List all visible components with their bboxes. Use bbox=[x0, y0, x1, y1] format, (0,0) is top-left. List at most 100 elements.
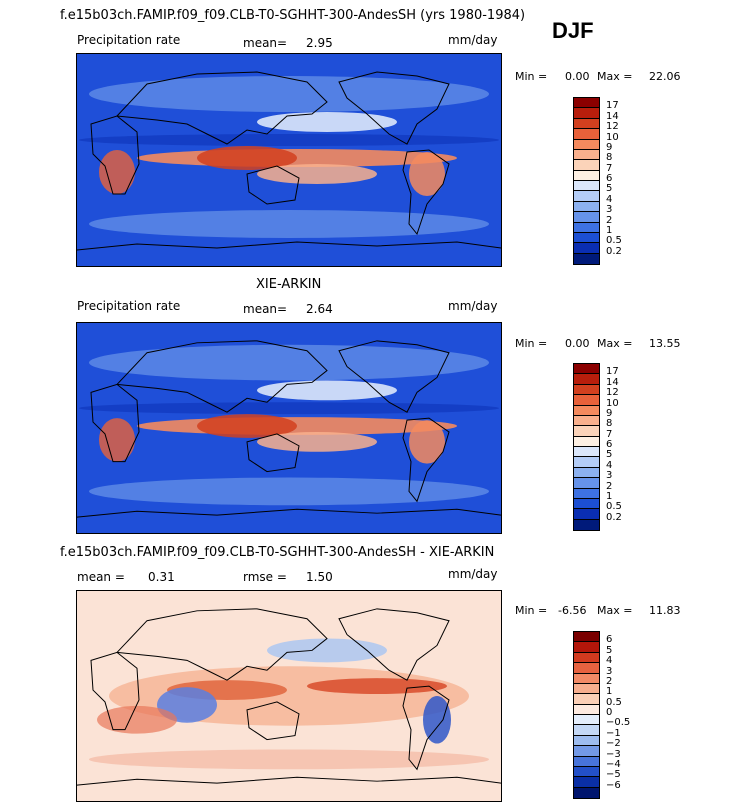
coastline-north-america bbox=[338, 340, 450, 413]
colorbar-tick-label: 14 bbox=[606, 110, 619, 122]
colorbar-tick-label: 3 bbox=[606, 204, 613, 216]
coastline-africa bbox=[90, 651, 140, 731]
field-subtropical-dry bbox=[79, 402, 499, 415]
colorbar-tick-label: −2 bbox=[606, 738, 621, 750]
colorbar-tick-label: 6 bbox=[606, 173, 613, 184]
colorbar-swatch bbox=[574, 642, 599, 653]
colorbar-tick-label: 7 bbox=[606, 428, 613, 440]
panel3-rmse-label: rmse = bbox=[243, 570, 287, 584]
panel1-min-label: Min = bbox=[515, 70, 548, 83]
colorbar-swatch bbox=[574, 725, 599, 736]
colorbar-swatch bbox=[574, 191, 599, 202]
colorbar-swatch bbox=[574, 181, 599, 192]
colorbar-swatch bbox=[574, 201, 599, 213]
colorbar-swatch bbox=[574, 715, 599, 726]
colorbar-swatch bbox=[574, 170, 599, 181]
colorbar-swatch bbox=[574, 108, 599, 119]
colorbar-tick-label: 3 bbox=[606, 470, 613, 482]
field-south-storm-track bbox=[89, 477, 489, 506]
colorbar-tick-label: 10 bbox=[606, 131, 619, 143]
colorbar-swatch bbox=[574, 384, 599, 396]
colorbar-tick-label: 0.2 bbox=[606, 511, 622, 523]
colorbar-swatch bbox=[574, 488, 599, 499]
panel2-variable: Precipitation rate bbox=[77, 299, 181, 313]
colorbar-tick-label: 14 bbox=[606, 376, 619, 388]
figure-title: f.e15b03ch.FAMIP.f09_f09.CLB-T0-SGHHT-30… bbox=[60, 8, 526, 23]
panel2-mean-label: mean= bbox=[243, 302, 288, 316]
colorbar-swatch bbox=[574, 756, 599, 767]
colorbar-swatch bbox=[574, 98, 599, 109]
field-spcz bbox=[257, 431, 377, 452]
coastline-eurasia bbox=[115, 340, 328, 413]
colorbar-tick-label: 6 bbox=[606, 439, 613, 450]
coastline-north-america bbox=[338, 608, 450, 681]
panel2-max-label: Max = bbox=[597, 337, 633, 350]
field-north-pacific-dry bbox=[267, 638, 387, 663]
field-warm-pool bbox=[197, 146, 297, 170]
colorbar-swatch bbox=[574, 253, 599, 264]
panel1-map bbox=[76, 53, 502, 267]
colorbar-tick-label: −0.5 bbox=[606, 717, 631, 729]
coastline-south-america bbox=[402, 417, 450, 503]
colorbar-tick-label: 6 bbox=[606, 634, 613, 646]
panel1-max-value: 22.06 bbox=[649, 70, 681, 83]
field-north-storm-track bbox=[89, 76, 489, 112]
colorbar-tick-label: 4 bbox=[606, 193, 613, 205]
colorbar-swatch bbox=[574, 364, 599, 375]
colorbar-swatch bbox=[574, 129, 599, 140]
coastline-antarctica bbox=[77, 776, 501, 786]
coastline-eurasia bbox=[115, 71, 328, 145]
field-pacific-itcz-wet bbox=[307, 678, 447, 695]
colorbar-tick-label: 5 bbox=[606, 449, 613, 461]
coastline-eurasia bbox=[115, 608, 328, 681]
colorbar-swatch bbox=[574, 746, 599, 757]
field-north-storm-track bbox=[89, 344, 489, 381]
field-subtropical-dry bbox=[79, 134, 499, 146]
panel3-mean-value: 0.31 bbox=[148, 570, 175, 584]
panel1-min-value: 0.00 bbox=[565, 70, 590, 83]
colorbar-swatch bbox=[574, 766, 599, 778]
colorbar-swatch bbox=[574, 663, 599, 674]
colorbar-swatch bbox=[574, 139, 599, 150]
colorbar-tick-label: 12 bbox=[606, 121, 619, 133]
season-label: DJF bbox=[552, 18, 594, 43]
field-north-pacific-band bbox=[257, 380, 397, 401]
colorbar-tick-label: −5 bbox=[606, 769, 621, 781]
colorbar-swatch bbox=[574, 777, 599, 788]
colorbar-swatch bbox=[574, 243, 599, 254]
field-southern-africa bbox=[99, 150, 135, 194]
panel2-title: XIE-ARKIN bbox=[256, 277, 322, 292]
coastline-africa bbox=[90, 115, 140, 195]
coastline-south-america bbox=[402, 149, 450, 236]
colorbar-swatch bbox=[574, 415, 599, 427]
panel2-min-label: Min = bbox=[515, 337, 548, 350]
coastline-north-america bbox=[338, 71, 450, 145]
colorbar-swatch bbox=[574, 694, 599, 705]
colorbar-tick-label: 5 bbox=[606, 644, 613, 656]
colorbar-swatch bbox=[574, 467, 599, 479]
colorbar-tick-label: 2 bbox=[606, 480, 613, 492]
colorbar-tick-label: 1 bbox=[606, 224, 613, 236]
panel3-min-value: -6.56 bbox=[558, 604, 587, 617]
colorbar-tick-label: 17 bbox=[606, 366, 619, 378]
colorbar-swatch bbox=[574, 704, 599, 715]
panel1-max-label: Max = bbox=[597, 70, 633, 83]
colorbar-tick-label: 0.2 bbox=[606, 245, 622, 257]
panel3-title: f.e15b03ch.FAMIP.f09_f09.CLB-T0-SGHHT-30… bbox=[60, 545, 495, 560]
panel3-colorbar bbox=[573, 631, 600, 799]
colorbar-tick-label: 1 bbox=[606, 490, 613, 502]
colorbar-tick-label: 5 bbox=[606, 183, 613, 195]
field-amazon bbox=[409, 420, 445, 464]
panel2-units: mm/day bbox=[448, 299, 498, 313]
panel3-max-label: Max = bbox=[597, 604, 633, 617]
colorbar-tick-label: 0.5 bbox=[606, 235, 622, 247]
panel1-variable: Precipitation rate bbox=[77, 33, 181, 47]
colorbar-tick-label: 2 bbox=[606, 214, 613, 226]
coastline-south-america bbox=[402, 685, 450, 771]
colorbar-swatch bbox=[574, 374, 599, 385]
field-spcz bbox=[257, 164, 377, 184]
colorbar-tick-label: 9 bbox=[606, 407, 613, 419]
field-southern-africa bbox=[99, 418, 135, 462]
colorbar-tick-label: 4 bbox=[606, 459, 613, 471]
coastline-antarctica bbox=[77, 508, 501, 518]
